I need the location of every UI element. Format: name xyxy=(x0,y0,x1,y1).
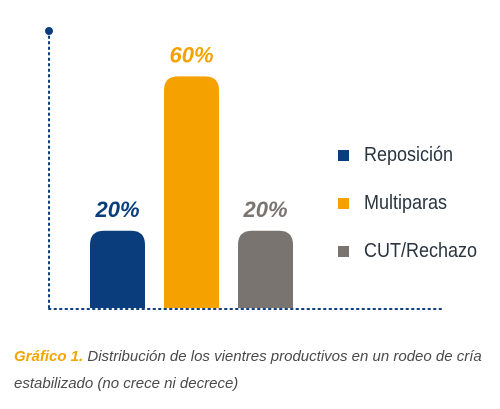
legend-label: Reposición xyxy=(364,143,454,166)
legend-item-multiparas: Multiparas xyxy=(338,191,490,215)
y-axis-end-dot xyxy=(45,27,53,35)
legend-label: CUT/Rechazo xyxy=(364,239,478,262)
bar-value-label-cut-rechazo: 20% xyxy=(242,197,287,222)
legend-swatch-cut-rechazo xyxy=(338,245,349,257)
bars-group: 20% 60% 20% xyxy=(90,42,293,308)
caption-text: Distribución de los vientres productivos… xyxy=(14,348,482,392)
bar-reposicion xyxy=(90,230,145,308)
legend-swatch-reposicion xyxy=(338,149,349,161)
figure-caption: Gráfico 1. Distribución de los vientres … xyxy=(14,343,494,397)
legend: Reposición Multiparas CUT/Rechazo xyxy=(338,143,490,287)
legend-swatch-multiparas xyxy=(338,197,349,209)
legend-item-reposicion: Reposición xyxy=(338,143,490,167)
bar-cut-rechazo xyxy=(238,230,293,308)
caption-lead: Gráfico 1. xyxy=(14,348,84,365)
bar-chart: 20% 60% 20% xyxy=(45,27,443,310)
legend-label: Multiparas xyxy=(364,191,448,214)
bar-value-label-multiparas: 60% xyxy=(169,42,213,67)
bar-value-label-reposicion: 20% xyxy=(94,197,139,222)
bar-multiparas xyxy=(164,76,219,308)
legend-item-cut-rechazo: CUT/Rechazo xyxy=(338,239,490,263)
